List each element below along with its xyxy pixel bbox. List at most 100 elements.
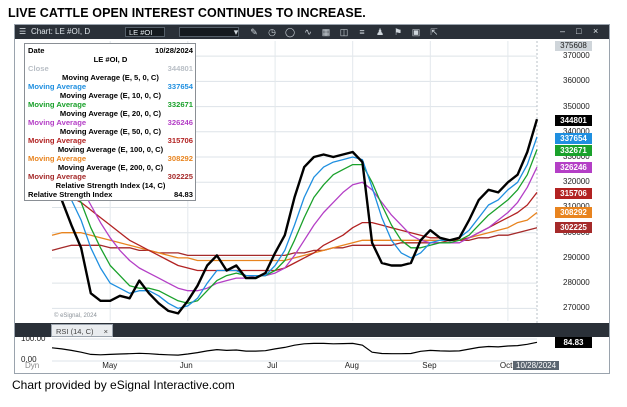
maximize-button[interactable]: □ xyxy=(576,26,582,36)
circle-icon[interactable]: ◯ xyxy=(285,27,296,37)
rsi-tick-label: 100.00 xyxy=(21,334,46,343)
legend-heading: Relative Strength Index (14, C) xyxy=(55,181,166,190)
legend-heading: Moving Average (E, 200, 0, C) xyxy=(57,163,164,172)
footer-credit: Chart provided by eSignal Interactive.co… xyxy=(12,378,235,392)
legend-value: 315706 xyxy=(167,136,193,145)
legend-heading: Moving Average (E, 10, 0, C) xyxy=(59,91,162,100)
person-icon[interactable]: ♟ xyxy=(375,27,385,37)
cursor-date-label: 10/28/2024 xyxy=(513,361,560,370)
close-window-button[interactable]: × xyxy=(593,26,599,36)
price-tick-label: 330000 xyxy=(563,152,590,162)
grid-icon[interactable]: ▦ xyxy=(321,27,331,37)
rsi-value-tag: 84.83 xyxy=(555,337,592,349)
legend-heading: Moving Average (E, 50, 0, C) xyxy=(59,127,162,136)
value-tag: 308292 xyxy=(555,206,592,218)
legend-row: Moving Average 315706 xyxy=(28,136,193,145)
legend-row: Moving Average (E, 5, 0, C) xyxy=(28,73,193,82)
dyn-label[interactable]: Dyn xyxy=(25,361,40,370)
legend-label: Moving Average xyxy=(28,154,87,163)
price-tick-label: 360000 xyxy=(563,76,590,86)
legend-value: 302225 xyxy=(167,172,193,181)
rsi-line xyxy=(51,341,538,356)
window-menu-icon[interactable]: ☰ xyxy=(19,27,27,36)
rsi-tab[interactable]: RSI (14, C) × xyxy=(51,324,113,337)
legend-label: Moving Average xyxy=(28,172,87,181)
price-tick-label: 320000 xyxy=(563,177,590,187)
legend-heading: Moving Average (E, 5, 0, C) xyxy=(62,73,159,82)
legend-row: Moving Average (E, 10, 0, C) xyxy=(28,91,193,100)
moving-average-line-3 xyxy=(51,164,538,292)
legend-label: Moving Average xyxy=(28,118,87,127)
lock-icon[interactable]: ⚑ xyxy=(393,27,403,37)
value-tag: 337654 xyxy=(555,132,592,144)
document-icon[interactable]: ▣ xyxy=(411,27,421,37)
legend-label: Relative Strength Index xyxy=(28,190,113,199)
rsi-header-strip xyxy=(15,323,609,337)
symbol-input[interactable]: LE #OI xyxy=(125,27,165,37)
chevron-down-icon[interactable]: ▾ xyxy=(233,27,239,37)
clock-icon[interactable]: ◷ xyxy=(268,27,276,37)
data-legend: Date 10/28/2024 LE #OI, D Close 344801 Moving… xyxy=(24,43,196,201)
legend-row: Moving Average (E, 50, 0, C) xyxy=(28,127,193,136)
price-tick-label: 350000 xyxy=(563,101,590,111)
legend-label: Moving Average xyxy=(28,82,87,91)
legend-row: Moving Average 332671 xyxy=(28,100,193,109)
legend-row: Moving Average 302225 xyxy=(28,172,193,181)
price-tick-label: 280000 xyxy=(563,278,590,288)
value-tag: 326246 xyxy=(555,161,592,173)
sliders-icon[interactable]: ≡ xyxy=(359,27,365,37)
price-tick-label: 290000 xyxy=(563,252,590,262)
legend-label: Date xyxy=(28,46,45,55)
layers-icon[interactable]: ◫ xyxy=(339,27,349,37)
close-icon[interactable]: × xyxy=(103,327,108,336)
legend-row: Relative Strength Index (14, C) xyxy=(28,181,193,190)
price-tick-label: 370000 xyxy=(563,51,590,61)
legend-row: Relative Strength Index 84.83 xyxy=(28,190,193,199)
legend-heading: Moving Average (E, 100, 0, C) xyxy=(57,145,164,154)
legend-row: LE #OI, D xyxy=(28,55,193,64)
legend-label: Moving Average xyxy=(28,100,87,109)
price-chart[interactable]: © eSignal, 2024 xyxy=(15,39,609,373)
value-tag: 302225 xyxy=(555,222,592,234)
value-tag: 344801 xyxy=(555,114,592,126)
moving-average-line-4 xyxy=(51,189,538,272)
title-bar: ☰ Chart: LE #OI, D LE #OI ▾ ✎ ◷ ◯ ∿ ▦ ◫ … xyxy=(15,25,609,39)
legend-row: Moving Average 337654 xyxy=(28,82,193,91)
month-label: Oct xyxy=(499,361,513,370)
interval-dropdown[interactable] xyxy=(179,27,239,37)
pencil-icon[interactable]: ✎ xyxy=(250,27,258,37)
rsi-tick-label: 0.00 xyxy=(21,355,37,364)
minimize-button[interactable]: – xyxy=(560,26,566,36)
value-tag: 315706 xyxy=(555,188,592,200)
month-label: Jun xyxy=(179,361,193,370)
month-label: May xyxy=(102,361,118,370)
legend-value: 10/28/2024 xyxy=(154,46,193,55)
legend-value: 84.83 xyxy=(173,190,193,199)
expand-icon[interactable]: ⇱ xyxy=(430,27,438,37)
window-title: Chart: LE #OI, D xyxy=(31,27,91,36)
legend-label: Moving Average xyxy=(28,136,87,145)
price-tick-label: 270000 xyxy=(563,303,590,313)
price-top-label: 375608 xyxy=(555,41,592,51)
legend-row: Moving Average (E, 100, 0, C) xyxy=(28,145,193,154)
price-axis-bg xyxy=(537,39,609,323)
legend-value: 308292 xyxy=(167,154,193,163)
legend-value: 326246 xyxy=(167,118,193,127)
chart-icon[interactable]: ∿ xyxy=(304,27,312,37)
legend-value: 337654 xyxy=(167,82,193,91)
legend-value: 344801 xyxy=(167,64,193,73)
legend-row: Moving Average (E, 200, 0, C) xyxy=(28,163,193,172)
legend-row: Date 10/28/2024 xyxy=(28,46,193,55)
watermark: © eSignal, 2024 xyxy=(54,312,97,319)
moving-average-line-2 xyxy=(51,149,538,304)
legend-row: Moving Average 326246 xyxy=(28,118,193,127)
headline: LIVE CATTLE OPEN INTEREST CONTINUES TO I… xyxy=(8,6,366,20)
legend-row: Moving Average (E, 20, 0, C) xyxy=(28,109,193,118)
legend-label: Close xyxy=(28,64,49,73)
month-label: Aug xyxy=(344,361,359,370)
month-label: Sep xyxy=(422,361,437,370)
close-series-line xyxy=(50,118,539,315)
legend-heading: Moving Average (E, 20, 0, C) xyxy=(59,109,162,118)
month-label: Jul xyxy=(267,361,278,370)
legend-value: 332671 xyxy=(167,100,193,109)
